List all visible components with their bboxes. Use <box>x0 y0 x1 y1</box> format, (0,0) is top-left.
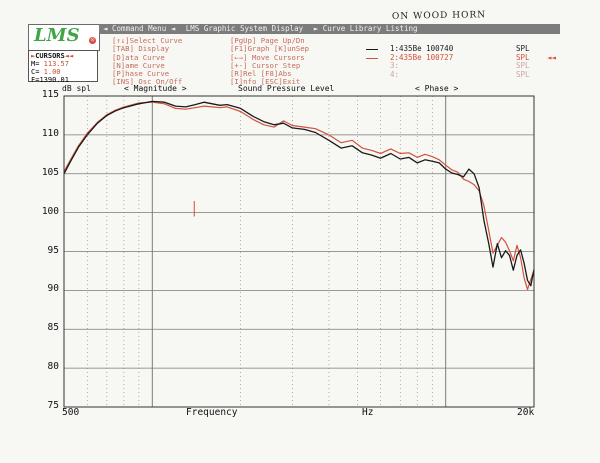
y-unit-label: dB spl <box>62 84 91 93</box>
cmd-graph[interactable]: [F1]Graph [K]unSep <box>230 44 310 54</box>
curve-name: 1:435Be 100740 <box>390 44 454 53</box>
cursor-right-arrows-icon: ► <box>31 52 36 60</box>
cmd-name-curve[interactable]: [N]ame Curve <box>112 60 165 70</box>
y-tick-label: 80 <box>47 361 59 373</box>
series-line-1 <box>63 100 535 287</box>
curve-tag: SPL <box>516 44 530 53</box>
x-label-min: 500 <box>62 407 80 418</box>
cmd-display[interactable]: [TAB] Display <box>112 44 170 54</box>
lms-logo: LMS ® <box>28 24 100 51</box>
menu-item-curve-library[interactable]: ► Curve Library Listing <box>313 24 418 33</box>
series-line-2 <box>63 101 535 291</box>
graph-title: Sound Pressure Level <box>238 84 335 93</box>
command-list: [↑↓]Select Curve [PgUp] Page Up/Dn [TAB] … <box>112 36 362 87</box>
curve-tag: SPL <box>516 52 530 62</box>
curve-tag: SPL <box>516 69 530 79</box>
menu-item-graphic-display[interactable]: LMS Graphic System Display <box>185 24 304 33</box>
curve-tag: SPL <box>516 61 530 70</box>
cursor-f-label: F= <box>31 76 40 84</box>
cursor-c-value: 1.00 <box>43 68 61 76</box>
logo-text: LMS <box>34 25 80 46</box>
curve-library-row[interactable]: 3: SPL <box>364 61 564 71</box>
x-label-max: 20k <box>517 407 535 418</box>
cmd-data-curve[interactable]: [D]ata Curve <box>112 52 165 62</box>
menu-item-command[interactable]: ◄ Command Menu ◄ <box>103 24 176 33</box>
cmd-info-exit[interactable]: [I]nfo [ESC]Exit <box>230 77 301 87</box>
y-tick-label: 75 <box>47 400 59 411</box>
y-tick-label: 115 <box>41 89 59 100</box>
cmd-cursor-step[interactable]: [+-] Cursor Step <box>230 60 301 70</box>
cursors-panel: ►CURSORS◄◄ M= 113.57 C= 1.00 F=1390.01 <box>28 50 98 84</box>
cmd-phase-curve[interactable]: [P]hase Curve <box>112 69 170 79</box>
y-tick-label: 90 <box>47 283 59 295</box>
magnitude-toggle[interactable]: < Magnitude > <box>124 84 187 93</box>
menu-bar: ◄ Command Menu ◄ LMS Graphic System Disp… <box>99 24 560 34</box>
grid <box>64 96 534 407</box>
curve-swatch <box>366 49 378 50</box>
curve-library: 1:435Be 100740 SPL 2:435Be 100727 SPL ◄◄… <box>364 44 564 80</box>
cmd-page-up-down[interactable]: [PgUp] Page Up/Dn <box>230 36 305 45</box>
selected-curve-arrow-icon: ◄◄ <box>547 52 557 62</box>
x-axis-title: Frequency <box>186 407 238 418</box>
curve-library-row[interactable]: 2:435Be 100727 SPL ◄◄ <box>364 52 564 63</box>
curve-name: 4: <box>390 69 400 79</box>
graph-header: dB spl < Magnitude > Sound Pressure Leve… <box>60 84 540 94</box>
cmd-osc-toggle[interactable]: [INS] Osc On/Off <box>112 77 183 87</box>
curve-library-row[interactable]: 1:435Be 100740 SPL <box>364 44 564 54</box>
cursor-f-value: 1390.01 <box>39 76 69 84</box>
curves <box>63 100 535 291</box>
y-tick-label: 110 <box>41 127 59 139</box>
registered-mark-icon: ® <box>89 37 96 44</box>
curve-swatch <box>366 57 378 59</box>
curve-name: 2:435Be 100727 <box>390 52 454 62</box>
phase-toggle[interactable]: < Phase > <box>415 84 459 93</box>
cursor-left-arrows-icon: ◄◄ <box>64 52 74 60</box>
y-tick-label: 95 <box>47 244 59 256</box>
cursor-m-value: 113.57 <box>43 60 69 68</box>
cmd-rel-abs[interactable]: [R]Rel [F8]Abs <box>230 69 292 79</box>
y-tick-label: 105 <box>41 166 59 178</box>
cmd-move-cursors[interactable]: [←→] Move Cursors <box>230 52 305 62</box>
y-tick-label: 100 <box>41 205 59 217</box>
curve-library-row[interactable]: 4: SPL <box>364 69 564 80</box>
cursors-title: CURSORS <box>35 52 65 60</box>
plot-frame <box>63 95 535 408</box>
y-tick-label: 85 <box>47 322 59 334</box>
cursor-m-label: M= <box>31 60 40 68</box>
curve-name: 3: <box>390 61 400 70</box>
x-axis-unit: Hz <box>362 407 374 418</box>
cursor-c-label: C= <box>31 68 40 76</box>
cmd-select-curve[interactable]: [↑↓]Select Curve <box>112 36 183 45</box>
